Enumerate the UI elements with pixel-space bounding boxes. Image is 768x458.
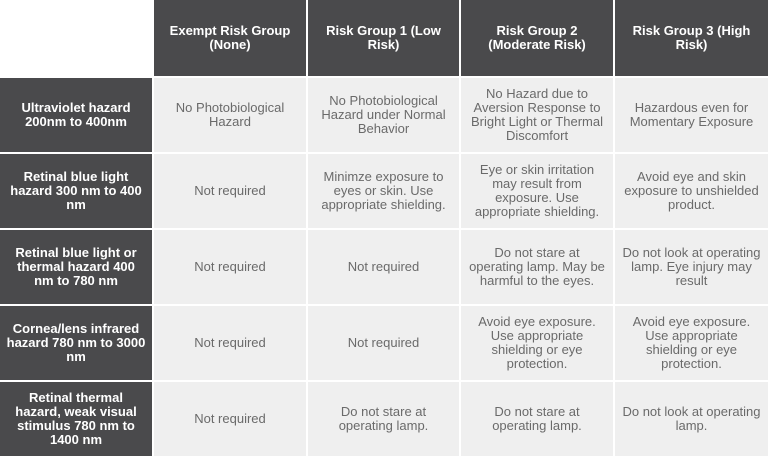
column-header-risk-group-1: Risk Group 1 (Low Risk): [308, 0, 459, 76]
table-cell: Not required: [154, 382, 306, 456]
table-cell: Not required: [308, 230, 459, 304]
table-cell: Avoid eye and skin exposure to unshielde…: [615, 154, 768, 228]
table-cell: Not required: [154, 230, 306, 304]
row-header: Ultraviolet hazard 200nm to 400nm: [0, 78, 152, 152]
table-cell: Do not stare at operating lamp.: [308, 382, 459, 456]
table-cell: Do not look at operating lamp. Eye injur…: [615, 230, 768, 304]
table-cell: Do not stare at operating lamp.: [461, 382, 613, 456]
column-header-exempt: Exempt Risk Group (None): [154, 0, 306, 76]
table-cell: Do not stare at operating lamp. May be h…: [461, 230, 613, 304]
table-cell: Not required: [154, 306, 306, 380]
table-cell: Minimze exposure to eyes or skin. Use ap…: [308, 154, 459, 228]
column-header-risk-group-2: Risk Group 2 (Moderate Risk): [461, 0, 613, 76]
table-cell: Not required: [154, 154, 306, 228]
table-cell: Avoid eye exposure. Use appropriate shie…: [461, 306, 613, 380]
table-cell: No Photobiological Hazard under Normal B…: [308, 78, 459, 152]
table-cell: Avoid eye exposure. Use appropriate shie…: [615, 306, 768, 380]
table-cell: Not required: [308, 306, 459, 380]
row-header: Retinal thermal hazard, weak visual stim…: [0, 382, 152, 456]
table-cell: No Hazard due to Aversion Response to Br…: [461, 78, 613, 152]
table-cell: Do not look at operating lamp.: [615, 382, 768, 456]
corner-cell: [0, 0, 152, 76]
column-header-risk-group-3: Risk Group 3 (High Risk): [615, 0, 768, 76]
table-cell: Hazardous even for Momentary Exposure: [615, 78, 768, 152]
row-header: Cornea/lens infrared hazard 780 nm to 30…: [0, 306, 152, 380]
row-header: Retinal blue light or thermal hazard 400…: [0, 230, 152, 304]
table-cell: No Photobiological Hazard: [154, 78, 306, 152]
row-header: Retinal blue light hazard 300 nm to 400 …: [0, 154, 152, 228]
table-cell: Eye or skin irritation may result from e…: [461, 154, 613, 228]
